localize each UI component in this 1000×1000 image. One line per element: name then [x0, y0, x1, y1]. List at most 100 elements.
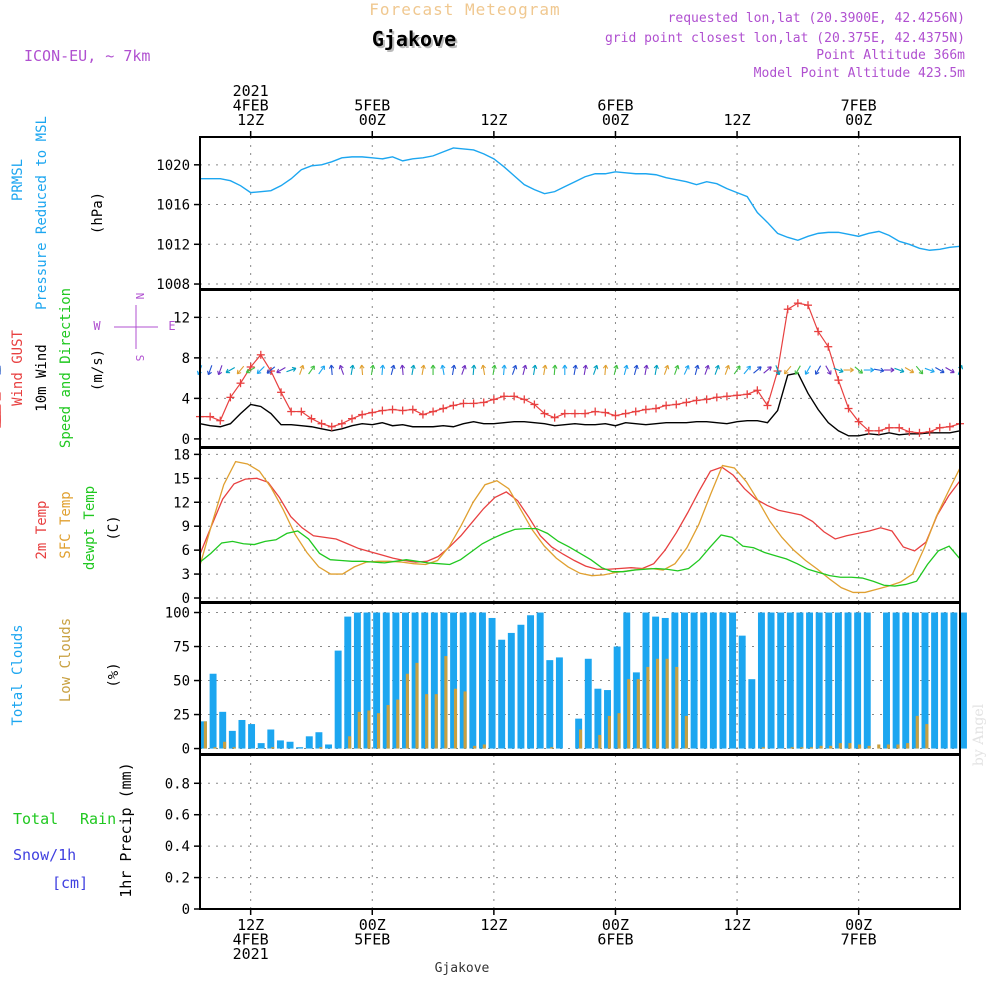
panel-frame: [199, 447, 961, 603]
gust-marker: [560, 409, 569, 418]
wind-direction-arrow: [286, 366, 297, 373]
low-cloud-bar: [578, 729, 583, 749]
gust-marker: [479, 398, 488, 407]
total-cloud-bar: [594, 688, 602, 749]
total-cloud-bar: [584, 658, 592, 749]
wind-direction-arrow: [582, 364, 588, 376]
gust-marker: [722, 392, 731, 401]
low-cloud-bar: [867, 745, 871, 749]
low-cloud-bar: [550, 747, 554, 749]
total-cloud-bar: [200, 721, 207, 749]
gust-marker: [307, 414, 316, 423]
y-tick-label: 0.2: [165, 871, 190, 887]
bottom-time-label: 00Z: [845, 916, 872, 934]
wind-direction-arrow: [602, 364, 609, 376]
temp-legend: 2m Temp: [34, 500, 50, 559]
low-cloud-bar: [482, 744, 486, 749]
location-title-shadow: Gjakove: [374, 29, 458, 53]
panels: 1008101210161020048120369121518025507510…: [0, 136, 967, 918]
low-cloud-bar: [463, 691, 467, 749]
low-cloud-bar: [915, 715, 919, 749]
gust-marker: [398, 406, 407, 415]
panel-4: 0 25 50 75 100: [165, 603, 967, 758]
gust-marker: [611, 411, 620, 420]
low-cloud-bar: [675, 666, 679, 749]
gust-marker: [793, 299, 802, 308]
low-cloud-bar: [434, 694, 438, 749]
top-time-label: 4FEB: [233, 97, 269, 115]
wind-gust-line: [200, 302, 961, 434]
panel-5: 0 0.2 0.4 0.6 0.8: [165, 755, 960, 918]
top-time-label: 00Z: [602, 111, 629, 129]
gust-marker: [753, 386, 762, 395]
panel-1: 1008 1012 1016 1020: [156, 137, 961, 293]
wind-direction-arrow: [894, 367, 905, 374]
total-cloud-bar: [652, 616, 660, 749]
sfc-legend: SFC Temp: [58, 491, 74, 558]
y-tick-label: 3: [182, 567, 190, 583]
wind-direction-arrow: [379, 364, 386, 376]
wind-direction-arrow: [399, 364, 406, 376]
wind-direction-arrow: [410, 364, 416, 376]
total-cloud-bar: [719, 612, 727, 749]
bottom-time-label: 5FEB: [354, 931, 390, 949]
low-cloud-bar: [877, 744, 881, 749]
gust-marker: [601, 408, 610, 417]
y-tick-label: 0.6: [165, 808, 190, 824]
wind-direction-arrow: [643, 364, 649, 376]
bottom-time-label: 12Z: [480, 916, 507, 934]
y-tick-label: 25: [173, 708, 190, 724]
temp-ylabel: (C): [106, 515, 122, 540]
wind-direction-arrow: [743, 365, 751, 375]
total-cloud-bar: [286, 741, 294, 749]
wind-direction-arrow: [854, 366, 864, 374]
y-tick-label: 1020: [156, 158, 190, 174]
total-cloud-bar: [700, 612, 708, 749]
total-cloud-bar: [604, 690, 611, 749]
wind-legend: 10m Wind: [34, 344, 50, 411]
low-cloud-bar: [665, 658, 669, 749]
total-cloud-bar: [411, 612, 419, 749]
location-title: Gjakove: [372, 27, 456, 51]
low-cloud-bar: [203, 721, 207, 749]
y-tick-label: 12: [173, 310, 190, 326]
total-cloud-bar: [373, 612, 381, 749]
wind-direction-arrow: [207, 365, 213, 376]
wind-direction-arrow: [733, 365, 741, 375]
gust-marker: [550, 413, 559, 422]
low-cloud-bar: [415, 662, 419, 749]
wind-direction-arrow: [945, 367, 955, 374]
gust-marker: [256, 350, 265, 359]
pressure-ylabel: (hPa): [90, 192, 106, 234]
point-altitude: Point Altitude 366m: [816, 48, 965, 63]
low-cloud-bar: [636, 679, 640, 749]
wind-direction-arrow: [915, 365, 924, 375]
low-cloud-bar: [223, 741, 227, 749]
wind-direction-arrow: [623, 364, 629, 375]
gust-marker: [874, 426, 883, 435]
total-cloud-bar: [219, 711, 227, 749]
total-cloud-bar: [315, 732, 323, 749]
requested-coords: requested lon,lat (20.3900E, 42.4256N): [668, 11, 965, 26]
total-cloud-bar: [632, 672, 640, 749]
y-tick-label: 18: [173, 447, 190, 463]
total-cloud-bar: [555, 657, 563, 749]
y-tick-label: 50: [173, 674, 190, 690]
bottom-time-label: 6FEB: [597, 931, 633, 949]
low-cloud-bar: [271, 747, 275, 749]
total-cloud-bar: [834, 612, 842, 749]
gust-marker: [712, 393, 721, 402]
wind-direction-arrow: [471, 364, 477, 376]
total-cloud-bar: [681, 612, 688, 749]
total-cloud-bar: [450, 612, 458, 749]
y-tick-label: 12: [173, 495, 190, 511]
sfc-temp-line: [199, 460, 961, 594]
gust-marker: [945, 422, 954, 431]
gust-marker: [510, 392, 519, 401]
gust-marker: [702, 395, 711, 404]
header: Forecast Meteogram Gjakove Gjakove ICON-…: [24, 0, 987, 976]
low-cloud-bar: [473, 745, 477, 749]
gust-marker: [489, 395, 498, 404]
total-cloud-bar: [257, 743, 265, 749]
